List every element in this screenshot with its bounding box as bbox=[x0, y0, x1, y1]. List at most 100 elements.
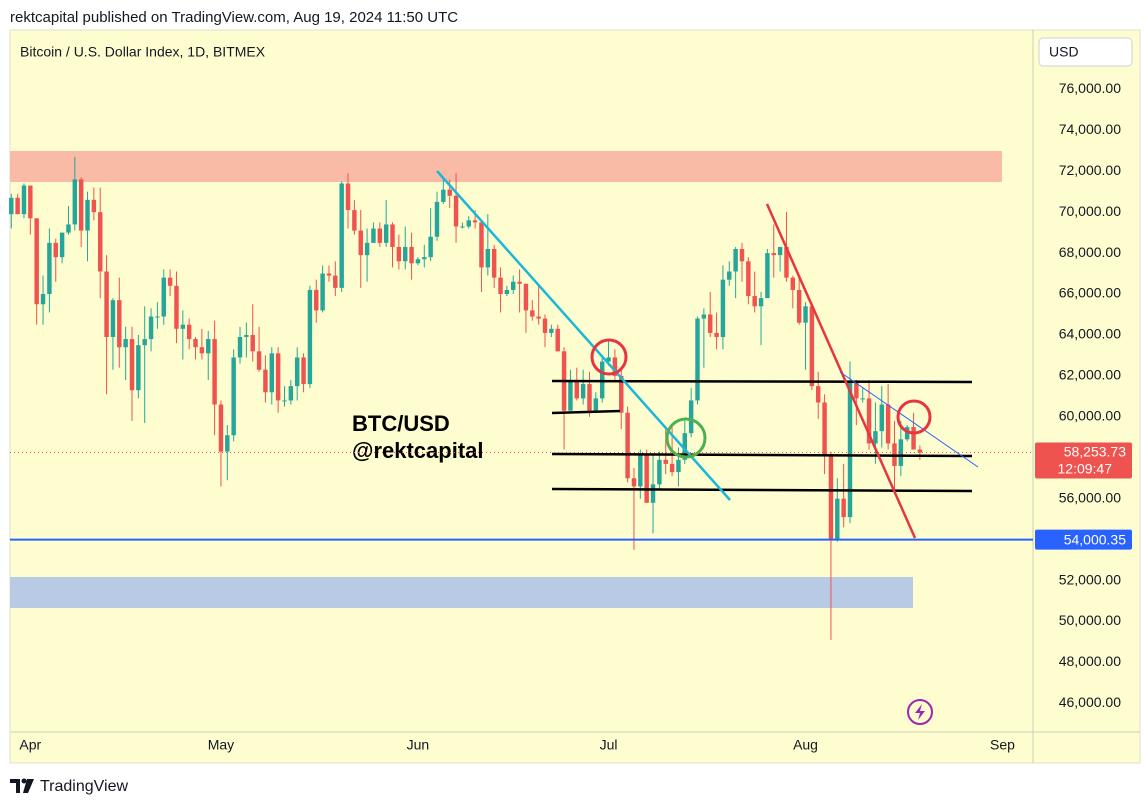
y-tick-label: 64,000.00 bbox=[1059, 326, 1121, 342]
candle-body bbox=[256, 351, 262, 370]
candle-body bbox=[161, 277, 166, 317]
candle-body bbox=[917, 449, 923, 453]
candle-body bbox=[275, 353, 281, 401]
candle-body bbox=[142, 339, 147, 346]
circle-marker bbox=[590, 338, 628, 376]
candle-body bbox=[866, 398, 872, 444]
candle-body bbox=[885, 404, 891, 444]
candle-body bbox=[9, 197, 14, 215]
candle-body bbox=[136, 345, 141, 391]
candle-body bbox=[485, 248, 491, 268]
candle-body bbox=[765, 253, 770, 299]
y-tick-label: 70,000.00 bbox=[1059, 203, 1121, 219]
candle-body bbox=[587, 384, 592, 411]
drawings: BTC/USD @rektcapital bbox=[352, 170, 979, 725]
alert-icon[interactable] bbox=[907, 699, 933, 725]
candle-body bbox=[314, 289, 319, 311]
candle-body bbox=[282, 400, 287, 402]
x-tick-label: Jul bbox=[600, 737, 618, 753]
candle-body bbox=[472, 220, 478, 223]
candle-body bbox=[206, 339, 211, 354]
candle-body bbox=[511, 281, 516, 290]
candle-body bbox=[218, 404, 224, 452]
candle-body bbox=[816, 386, 821, 403]
axes: 46,000.00 48,000.00 50,000.00 52,000.00 54,0… bbox=[10, 80, 1132, 753]
candle-body bbox=[701, 314, 707, 319]
y-tick-label: 62,000.00 bbox=[1059, 367, 1121, 383]
footer-logo bbox=[10, 778, 34, 793]
candle-body bbox=[307, 289, 313, 385]
candle-body bbox=[822, 402, 827, 456]
candle-body bbox=[117, 300, 122, 348]
chart-title: Bitcoin / U.S. Dollar Index, 1D, BITMEX bbox=[20, 44, 266, 60]
candle-body bbox=[53, 242, 58, 258]
range-high-line bbox=[551, 379, 973, 384]
publish-header: rektcapital published on TradingView.com… bbox=[10, 9, 458, 26]
candle-body bbox=[657, 459, 662, 485]
candle-body bbox=[212, 339, 217, 405]
candle-body bbox=[288, 386, 294, 401]
candle-body bbox=[129, 339, 135, 391]
candle-body bbox=[59, 232, 65, 258]
range-low-line bbox=[551, 487, 973, 493]
candle-body bbox=[612, 357, 618, 376]
candle-body bbox=[148, 316, 154, 340]
candle-body bbox=[460, 226, 465, 228]
candle-body bbox=[796, 289, 802, 323]
candle-body bbox=[371, 228, 376, 243]
logo-mark bbox=[21, 778, 27, 784]
y-tick-label: 66,000.00 bbox=[1059, 285, 1121, 301]
candle-body bbox=[47, 242, 52, 295]
candle-body bbox=[790, 277, 796, 290]
candle-body bbox=[320, 273, 325, 311]
level-label-box bbox=[1035, 529, 1132, 550]
candle-body bbox=[517, 281, 522, 284]
short-level-line bbox=[551, 409, 621, 415]
candle-body bbox=[809, 306, 815, 387]
last-price-box bbox=[1035, 442, 1132, 479]
candle-body bbox=[663, 459, 668, 464]
candle-body bbox=[441, 189, 446, 202]
candle-body bbox=[174, 285, 179, 329]
alert-icon-bolt bbox=[915, 704, 925, 720]
candle-body bbox=[415, 259, 421, 264]
candle-body bbox=[828, 455, 834, 540]
candle-body bbox=[835, 498, 840, 540]
circle-marker bbox=[896, 399, 932, 435]
candle-body bbox=[911, 427, 916, 450]
candle-body bbox=[542, 318, 548, 333]
candle-body bbox=[593, 398, 599, 411]
candle-body bbox=[396, 246, 402, 262]
candle-body bbox=[453, 195, 459, 227]
candle-body bbox=[21, 185, 27, 215]
x-tick-label: Aug bbox=[793, 737, 818, 753]
candle-body bbox=[294, 357, 300, 387]
candle-body bbox=[98, 212, 103, 272]
candle-body bbox=[402, 246, 408, 262]
candle-body bbox=[619, 375, 624, 413]
y-tick-label: 72,000.00 bbox=[1059, 162, 1121, 178]
candle-body bbox=[244, 334, 249, 337]
candle-body bbox=[504, 289, 510, 295]
candle-body bbox=[339, 183, 344, 288]
candle-body bbox=[650, 484, 656, 503]
candle-body bbox=[28, 185, 33, 219]
candle-body bbox=[771, 253, 776, 256]
candle-body bbox=[193, 339, 198, 348]
candle-body bbox=[714, 332, 719, 337]
candle-body bbox=[91, 199, 97, 213]
candle-body bbox=[167, 277, 173, 286]
downtrend-line bbox=[436, 170, 731, 501]
trend-line bbox=[839, 371, 979, 468]
y-tick-label: 74,000.00 bbox=[1059, 121, 1121, 137]
y-tick-label: 46,000.00 bbox=[1059, 694, 1121, 710]
currency-button[interactable] bbox=[1038, 37, 1133, 67]
candle-body bbox=[250, 334, 255, 352]
candle-body bbox=[727, 271, 732, 280]
candle-body bbox=[523, 283, 529, 311]
candle-body bbox=[568, 379, 573, 411]
downtrend-line bbox=[765, 203, 917, 539]
candle-body bbox=[269, 353, 275, 393]
